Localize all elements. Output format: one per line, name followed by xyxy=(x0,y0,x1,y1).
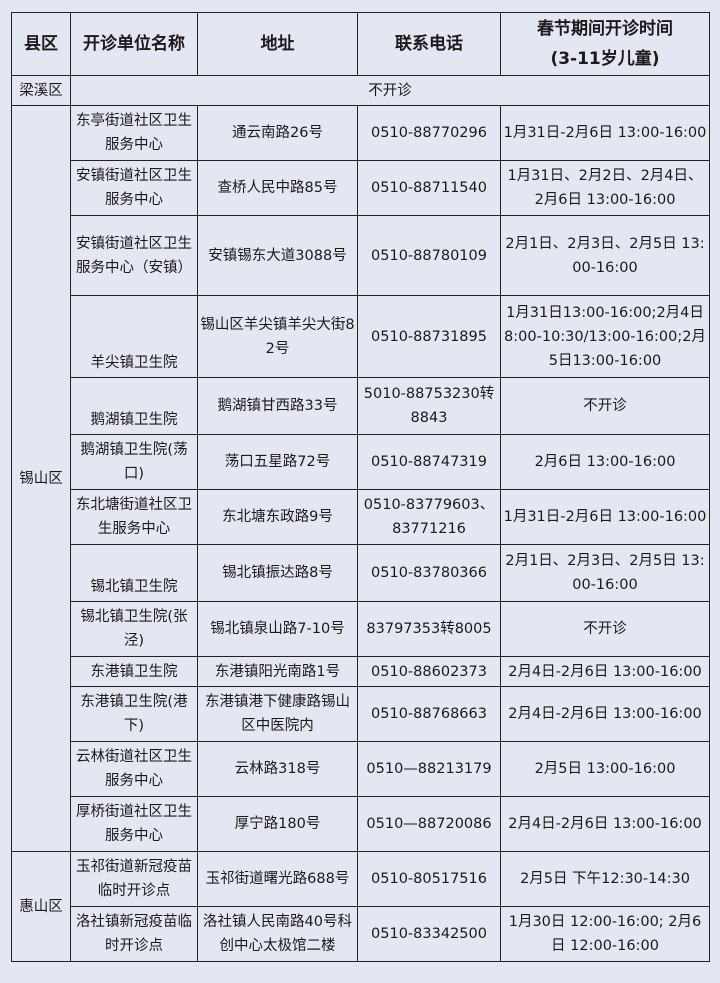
address-cell: 查桥人民中路85号 xyxy=(197,160,358,216)
phone-cell: 0510-88747319 xyxy=(357,434,501,490)
phone-cell: 0510-88711540 xyxy=(357,160,501,216)
table-row: 东港镇卫生院(港下) 东港镇港下健康路锡山区中医院内 0510-88768663 2月… xyxy=(12,686,710,742)
unit-cell: 洛社镇新冠疫苗临时开诊点 xyxy=(70,906,198,962)
table-row: 东港镇卫生院 东港镇阳光南路1号 0510-88602373 2月4日-2月6日 13… xyxy=(12,656,710,687)
unit-cell: 东港镇卫生院(港下) xyxy=(70,686,198,742)
address-cell: 通云南路26号 xyxy=(197,105,358,161)
phone-cell: 0510-88780109 xyxy=(357,215,501,296)
time-cell: 不开诊 xyxy=(500,377,710,435)
table-row: 羊尖镇卫生院 锡山区羊尖镇羊尖大街82号 0510-88731895 1月31日13:… xyxy=(12,295,710,378)
closed-note: 不开诊 xyxy=(70,75,710,106)
time-cell: 2月4日-2月6日 13:00-16:00 xyxy=(500,686,710,742)
clinic-schedule-table: 县区 开诊单位名称 地址 联系电话 春节期间开诊时间 (3-11岁儿童) 梁溪区 … xyxy=(11,12,710,962)
header-time-sub: (3-11岁儿童) xyxy=(550,49,660,69)
unit-cell: 云林街道社区卫生服务中心 xyxy=(70,741,198,797)
phone-cell: 0510-83342500 xyxy=(357,906,501,962)
unit-cell: 羊尖镇卫生院 xyxy=(70,295,198,378)
table-row-liangxi: 梁溪区 不开诊 xyxy=(11,75,710,106)
header-district: 县区 xyxy=(11,12,71,76)
phone-cell: 0510-88768663 xyxy=(357,686,501,742)
address-cell: 锡北镇振达路8号 xyxy=(197,544,358,602)
address-cell: 东港镇港下健康路锡山区中医院内 xyxy=(197,686,358,742)
time-cell: 1月30日 12:00-16:00; 2月6日 12:00-16:00 xyxy=(500,906,710,962)
time-cell: 2月5日 下午12:30-14:30 xyxy=(500,851,710,907)
header-phone: 联系电话 xyxy=(357,12,501,76)
table-row: 安镇街道社区卫生服务中心（安镇） 安镇锡东大道3088号 0510-88780109… xyxy=(12,215,710,296)
table-row: 安镇街道社区卫生服务中心 查桥人民中路85号 0510-88711540 1月31日、… xyxy=(12,160,710,216)
unit-cell: 锡北镇卫生院(张泾) xyxy=(70,601,198,657)
address-cell: 鹅湖镇甘西路33号 xyxy=(197,377,358,435)
phone-cell: 0510-88602373 xyxy=(357,656,501,687)
unit-cell: 安镇街道社区卫生服务中心 xyxy=(70,160,198,216)
phone-cell: 0510—88213179 xyxy=(357,741,501,797)
time-cell: 2月1日、2月3日、2月5日 13:00-16:00 xyxy=(500,215,710,296)
phone-cell: 0510—88720086 xyxy=(357,796,501,852)
table-row: 锡北镇卫生院(张泾) 锡北镇泉山路7-10号 83797353转8005 不开诊 xyxy=(12,601,710,657)
unit-cell: 东港镇卫生院 xyxy=(70,656,198,687)
address-cell: 云林路318号 xyxy=(197,741,358,797)
table-row: 厚桥街道社区卫生服务中心 厚宁路180号 0510—88720086 2月4日-2月6… xyxy=(12,796,710,852)
header-unit: 开诊单位名称 xyxy=(70,12,198,76)
time-cell: 2月1日、2月3日、2月5日 13:00-16:00 xyxy=(500,544,710,602)
address-cell: 洛社镇人民南路40号科创中心太极馆二楼 xyxy=(197,906,358,962)
address-cell: 锡山区羊尖镇羊尖大街82号 xyxy=(197,295,358,378)
time-cell: 2月4日-2月6日 13:00-16:00 xyxy=(500,796,710,852)
header-time: 春节期间开诊时间 (3-11岁儿童) xyxy=(500,12,710,76)
unit-cell: 东北塘街道社区卫生服务中心 xyxy=(70,489,198,545)
time-cell: 不开诊 xyxy=(500,601,710,657)
table-row: 云林街道社区卫生服务中心 云林路318号 0510—88213179 2月5日 13:… xyxy=(12,741,710,797)
header-address: 地址 xyxy=(197,12,358,76)
phone-cell: 0510-83780366 xyxy=(357,544,501,602)
time-cell: 2月4日-2月6日 13:00-16:00 xyxy=(500,656,710,687)
header-row: 县区 开诊单位名称 地址 联系电话 春节期间开诊时间 (3-11岁儿童) xyxy=(11,12,710,76)
phone-cell: 5010-88753230转8843 xyxy=(357,377,501,435)
unit-cell: 鹅湖镇卫生院(荡口) xyxy=(70,434,198,490)
district-cell: 惠山区 xyxy=(11,851,71,962)
district-cell: 梁溪区 xyxy=(11,75,71,106)
address-cell: 东北塘东政路9号 xyxy=(197,489,358,545)
time-cell: 2月5日 13:00-16:00 xyxy=(500,741,710,797)
district-cell: 锡山区 xyxy=(11,105,71,852)
phone-cell: 83797353转8005 xyxy=(357,601,501,657)
table-row: 惠山区 玉祁街道新冠疫苗临时开诊点 玉祁街道曙光路688号 0510-80517516… xyxy=(11,851,710,962)
unit-cell: 厚桥街道社区卫生服务中心 xyxy=(70,796,198,852)
phone-cell: 0510-80517516 xyxy=(357,851,501,907)
address-cell: 厚宁路180号 xyxy=(197,796,358,852)
phone-cell: 0510-88731895 xyxy=(357,295,501,378)
phone-cell: 0510-88770296 xyxy=(357,105,501,161)
table-row: 鹅湖镇卫生院 鹅湖镇甘西路33号 5010-88753230转8843 不开诊 xyxy=(12,377,710,435)
address-cell: 东港镇阳光南路1号 xyxy=(197,656,358,687)
time-cell: 1月31日、2月2日、2月4日、2月6日 13:00-16:00 xyxy=(500,160,710,216)
table-row: 洛社镇新冠疫苗临时开诊点 洛社镇人民南路40号科创中心太极馆二楼 0510-8334… xyxy=(12,906,710,962)
table-row: 锡山区 东亭街道社区卫生服务中心 通云南路26号 0510-88770296 1月31日… xyxy=(11,105,710,852)
address-cell: 荡口五星路72号 xyxy=(197,434,358,490)
table-row: 东北塘街道社区卫生服务中心 东北塘东政路9号 0510-83779603、83771… xyxy=(12,489,710,545)
table-row: 鹅湖镇卫生院(荡口) 荡口五星路72号 0510-88747319 2月6日 13:0… xyxy=(12,434,710,490)
time-cell: 1月31日-2月6日 13:00-16:00 xyxy=(500,105,710,161)
table-row: 锡北镇卫生院 锡北镇振达路8号 0510-83780366 2月1日、2月3日、2月5… xyxy=(12,544,710,602)
phone-cell: 0510-83779603、83771216 xyxy=(357,489,501,545)
address-cell: 玉祁街道曙光路688号 xyxy=(197,851,358,907)
unit-cell: 锡北镇卫生院 xyxy=(70,544,198,602)
unit-cell: 东亭街道社区卫生服务中心 xyxy=(70,105,198,161)
address-cell: 锡北镇泉山路7-10号 xyxy=(197,601,358,657)
address-cell: 安镇锡东大道3088号 xyxy=(197,215,358,296)
unit-cell: 玉祁街道新冠疫苗临时开诊点 xyxy=(70,851,198,907)
unit-cell: 安镇街道社区卫生服务中心（安镇） xyxy=(70,215,198,296)
time-cell: 1月31日-2月6日 13:00-16:00 xyxy=(500,489,710,545)
header-time-title: 春节期间开诊时间 xyxy=(537,19,673,39)
time-cell: 2月6日 13:00-16:00 xyxy=(500,434,710,490)
unit-cell: 鹅湖镇卫生院 xyxy=(70,377,198,435)
time-cell: 1月31日13:00-16:00;2月4日8:00-10:30/13:00-16… xyxy=(500,295,710,378)
